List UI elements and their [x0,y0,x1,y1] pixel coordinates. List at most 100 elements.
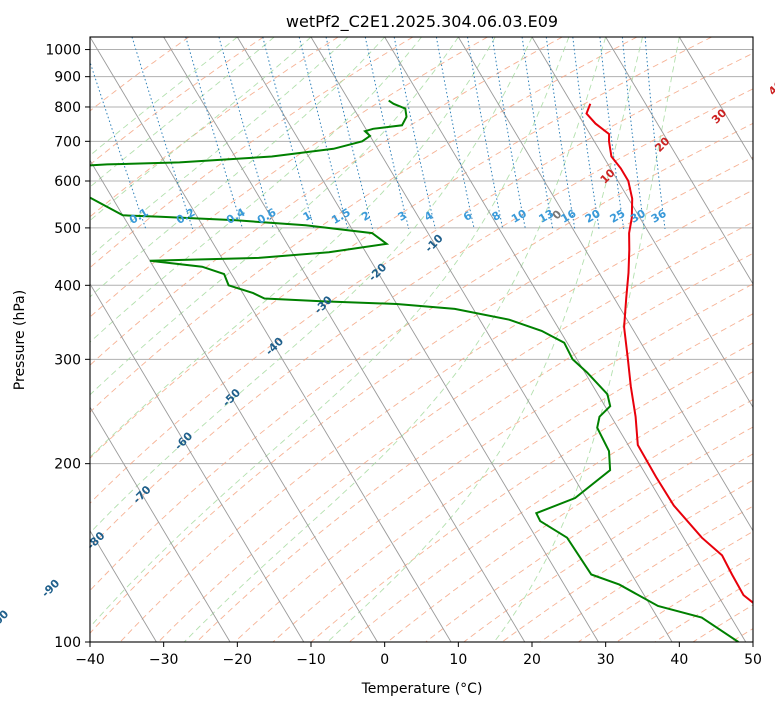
isotherm-line [90,159,378,642]
dry-adiabat-line [501,479,753,642]
dry-adiabat-line [90,122,753,592]
mixing-ratio-label: 0.2 [174,206,197,227]
dry-adiabat-line [653,580,753,642]
dry-adiabat-line [272,313,753,642]
dry-adiabat-line [90,37,190,112]
x-tick-label: 30 [597,652,615,668]
isotherm-line [457,37,753,532]
moist-adiabat-line [90,37,496,458]
isotherm-line [384,37,747,642]
isotherm-label: -50 [220,386,243,409]
x-tick-label: 50 [744,652,762,668]
mixing-ratio-line [599,37,625,229]
moist-adiabat-line [90,37,275,188]
mixing-ratio-label: 36 [649,207,669,226]
mixing-ratio-line [218,37,274,230]
isotherm-label: -90 [39,577,62,600]
lcl-label: 40 [766,78,775,98]
temperature-profile-line [585,103,753,604]
x-tick-label: 0 [380,652,389,668]
lcl-label: 20 [652,134,672,154]
dry-adiabat-line [463,453,753,642]
dry-adiabat-line [90,52,753,504]
dry-adiabat-line [90,37,488,318]
y-tick-label: 200 [54,457,81,473]
dry-adiabat-line [539,505,753,642]
isotherm-line [531,37,753,409]
moist-adiabat-line [183,37,607,642]
x-tick-label: 10 [449,652,467,668]
mixing-ratio-label: 1.5 [329,206,352,227]
dry-adiabat-line [119,189,753,642]
dry-adiabat-line [157,221,753,642]
isotherm-line [310,37,673,642]
moist-adiabat-line [493,37,680,642]
x-axis-label: Temperature (°C) [361,681,483,697]
y-tick-label: 600 [54,174,81,190]
isotherm-label: -20 [366,261,389,284]
dry-adiabat-line [90,37,264,166]
dry-adiabat-line [730,628,753,642]
y-tick-label: 300 [54,352,81,368]
dry-adiabat-line [310,342,753,642]
moist-adiabat-line [90,37,422,343]
y-tick-label: 800 [54,100,81,116]
dewpoint-profile-line [90,99,739,642]
mixing-ratio-label: 2 [359,209,372,224]
mixing-ratio-line [521,37,554,229]
isotherm-line [236,37,599,642]
moist-adiabat-line [326,37,643,642]
mixing-ratio-label: 10 [509,207,529,226]
isotherm-line [163,37,526,642]
mixing-ratio-line [491,37,526,229]
moist-adiabat-line [90,37,349,258]
mixing-ratio-line [572,37,600,229]
isotherm-line [90,529,157,642]
y-tick-label: 500 [54,221,81,237]
mixing-ratio-line [467,37,504,229]
moist-adiabat-line [90,37,459,396]
isotherm-line [605,37,753,285]
isotherm-label: -60 [172,429,195,452]
isotherm-line [90,406,231,642]
moist-adiabat-line [90,37,312,222]
dry-adiabat-line [615,555,753,642]
mixing-ratio-label: 8 [490,209,503,224]
isotherm-line [90,282,305,642]
chart-title: wetPf2_C2E1.2025.304.06.03.E09 [286,12,558,32]
dry-adiabat-line [90,37,712,459]
isotherm-label: -40 [263,335,286,358]
y-tick-label: 100 [54,635,81,651]
isotherm-line [678,37,753,162]
isotherm-line [90,37,452,642]
y-tick-label: 700 [54,134,81,150]
moist-adiabat-line [90,37,386,298]
y-tick-label: 900 [54,70,81,86]
isotherm-label: -100 [0,607,11,636]
x-tick-label: 20 [523,652,541,668]
moist-adiabat-line [90,37,533,534]
x-tick-label: −20 [223,652,253,668]
plot-frame [89,36,754,643]
x-tick-label: −10 [296,652,326,668]
mixing-ratio-line [644,37,666,229]
mixing-ratio-label: 0.4 [224,206,248,227]
y-tick-label: 1000 [45,43,81,59]
mixing-ratio-line [131,37,194,230]
mixing-ratio-label: 1 [301,209,314,224]
isotherm-line [752,37,753,38]
x-tick-label: −40 [75,652,105,668]
moist-adiabat-line [90,37,570,628]
dry-adiabat-line [692,604,753,642]
mixing-ratio-line [262,37,315,230]
dry-adiabat-line [90,37,414,269]
mixing-ratio-label: 20 [583,207,603,226]
mixing-ratio-label: 25 [608,207,628,226]
mixing-ratio-line [325,37,373,230]
dry-adiabat-line [90,156,753,634]
mixing-ratio-line [298,37,349,230]
isotherm-label: -80 [84,529,107,552]
mixing-ratio-line [393,37,436,230]
isotherm-label: -70 [130,483,153,506]
